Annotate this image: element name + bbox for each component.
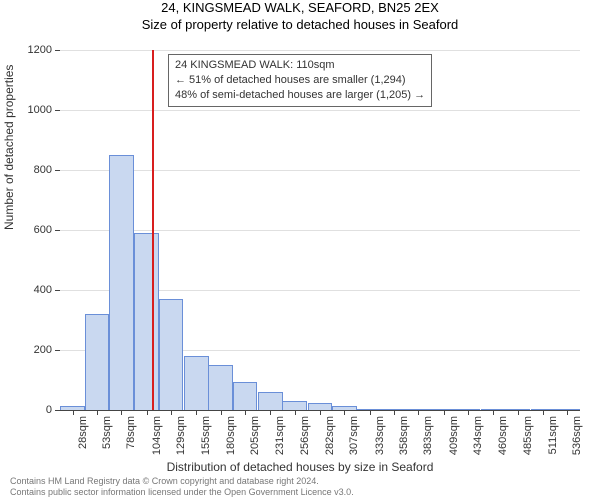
xtick-mark: [245, 410, 246, 415]
xtick-mark: [344, 410, 345, 415]
xtick-mark: [370, 410, 371, 415]
xtick-mark: [493, 410, 494, 415]
annotation-box: 24 KINGSMEAD WALK: 110sqm← 51% of detach…: [168, 54, 432, 107]
xtick-label: 536sqm: [571, 416, 583, 466]
ytick-label: 600: [0, 224, 52, 236]
footer-attribution: Contains HM Land Registry data © Crown c…: [10, 476, 354, 498]
xtick-label: 333sqm: [374, 416, 386, 466]
histogram-bar: [208, 365, 233, 410]
chart-subtitle: Size of property relative to detached ho…: [0, 17, 600, 34]
ytick-mark: [55, 290, 60, 291]
histogram-bar: [134, 233, 159, 410]
xtick-mark: [518, 410, 519, 415]
xtick-mark: [444, 410, 445, 415]
annotation-line2: ← 51% of detached houses are smaller (1,…: [175, 73, 425, 88]
grid-line: [60, 50, 580, 51]
histogram-bar: [555, 409, 580, 410]
histogram-bar: [109, 155, 134, 410]
ytick-mark: [55, 350, 60, 351]
footer-line2: Contains public sector information licen…: [10, 487, 354, 498]
histogram-bar: [308, 403, 333, 411]
grid-line: [60, 170, 580, 171]
xtick-label: 205sqm: [249, 416, 261, 466]
ytick-label: 200: [0, 344, 52, 356]
xtick-label: 104sqm: [151, 416, 163, 466]
histogram-bar: [184, 356, 209, 410]
histogram-bar: [159, 299, 184, 410]
xtick-label: 28sqm: [77, 416, 89, 466]
ytick-mark: [55, 170, 60, 171]
xtick-mark: [221, 410, 222, 415]
ytick-mark: [55, 50, 60, 51]
xtick-label: 434sqm: [472, 416, 484, 466]
footer-line1: Contains HM Land Registry data © Crown c…: [10, 476, 354, 487]
annotation-line1: 24 KINGSMEAD WALK: 110sqm: [175, 58, 425, 73]
annotation-line3: 48% of semi-detached houses are larger (…: [175, 88, 425, 103]
xtick-label: 53sqm: [101, 416, 113, 466]
xtick-label: 383sqm: [422, 416, 434, 466]
ytick-label: 400: [0, 284, 52, 296]
ytick-label: 1200: [0, 44, 52, 56]
ytick-label: 0: [0, 404, 52, 416]
xtick-label: 231sqm: [274, 416, 286, 466]
xtick-label: 307sqm: [348, 416, 360, 466]
xtick-label: 282sqm: [324, 416, 336, 466]
chart-container: 24, KINGSMEAD WALK, SEAFORD, BN25 2EX Si…: [0, 0, 600, 500]
xtick-label: 358sqm: [398, 416, 410, 466]
grid-line: [60, 110, 580, 111]
xtick-mark: [171, 410, 172, 415]
histogram-bar: [85, 314, 110, 410]
xtick-label: 511sqm: [547, 416, 559, 466]
histogram-bar: [505, 409, 530, 410]
histogram-bar: [332, 406, 357, 411]
histogram-bar: [531, 409, 556, 410]
xtick-mark: [320, 410, 321, 415]
xtick-label: 409sqm: [448, 416, 460, 466]
plot-area: 28sqm53sqm78sqm104sqm129sqm155sqm180sqm2…: [60, 50, 580, 410]
histogram-bar: [406, 409, 431, 411]
xtick-mark: [121, 410, 122, 415]
xtick-mark: [418, 410, 419, 415]
xtick-label: 485sqm: [522, 416, 534, 466]
xtick-mark: [196, 410, 197, 415]
xtick-label: 155sqm: [200, 416, 212, 466]
histogram-bar: [357, 409, 382, 411]
histogram-bar: [456, 409, 481, 410]
histogram-bar: [481, 409, 506, 410]
xtick-label: 78sqm: [125, 416, 137, 466]
histogram-bar: [382, 409, 407, 410]
xtick-mark: [270, 410, 271, 415]
xtick-mark: [295, 410, 296, 415]
ytick-mark: [55, 110, 60, 111]
grid-line: [60, 230, 580, 231]
ytick-mark: [55, 410, 60, 411]
xtick-label: 256sqm: [299, 416, 311, 466]
xtick-mark: [468, 410, 469, 415]
reference-line: [152, 50, 154, 410]
histogram-bar: [282, 401, 307, 410]
xtick-mark: [147, 410, 148, 415]
histogram-bar: [233, 382, 258, 411]
histogram-bar: [60, 406, 85, 410]
ytick-mark: [55, 230, 60, 231]
ytick-label: 800: [0, 164, 52, 176]
xtick-mark: [394, 410, 395, 415]
histogram-bar: [258, 392, 283, 410]
y-axis-label: Number of detached properties: [2, 65, 16, 230]
xtick-mark: [567, 410, 568, 415]
xtick-label: 180sqm: [225, 416, 237, 466]
xtick-label: 460sqm: [497, 416, 509, 466]
xtick-mark: [97, 410, 98, 415]
ytick-label: 1000: [0, 104, 52, 116]
xtick-label: 129sqm: [175, 416, 187, 466]
xtick-mark: [543, 410, 544, 415]
xtick-mark: [73, 410, 74, 415]
histogram-bar: [431, 409, 456, 410]
chart-address-title: 24, KINGSMEAD WALK, SEAFORD, BN25 2EX: [0, 0, 600, 17]
